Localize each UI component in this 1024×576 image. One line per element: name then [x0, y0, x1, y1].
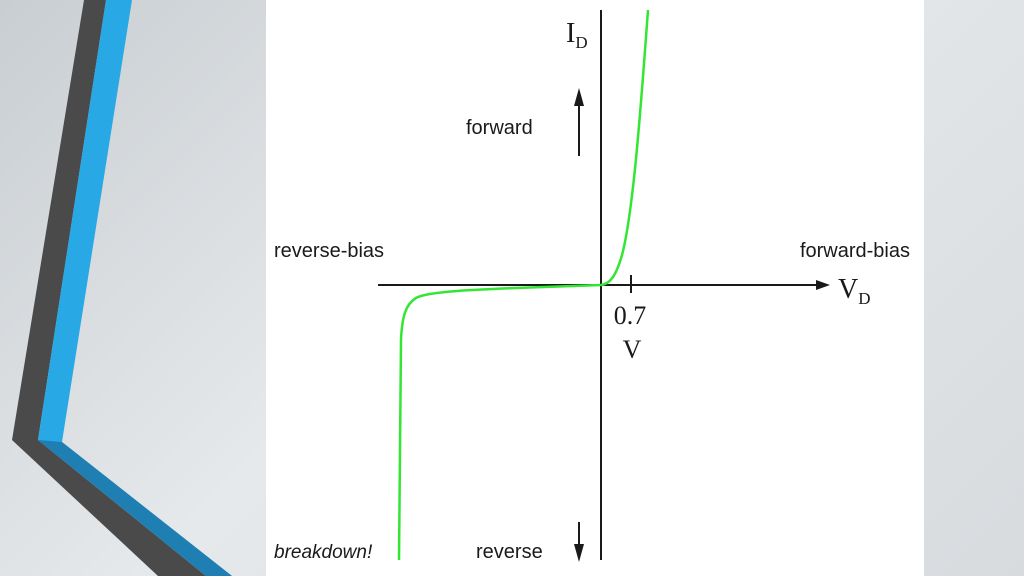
down-arrow-icon — [574, 522, 584, 562]
tick-value-label: 0.7 — [614, 301, 647, 330]
blue-stripe — [38, 0, 232, 576]
forward-bias-label: forward-bias — [800, 240, 910, 262]
reverse-bias-label: reverse-bias — [274, 240, 384, 262]
up-arrow-icon — [574, 88, 584, 156]
dark-stripe — [12, 0, 206, 576]
blue-stripe-shadow — [38, 440, 232, 576]
y-axis-label: ID — [566, 18, 588, 52]
slide-decoration — [12, 0, 232, 576]
diode-iv-diagram: ID VD 0.7 V forward reverse-bias forward… — [274, 9, 910, 563]
forward-label: forward — [466, 117, 533, 139]
x-axis-label: VD — [838, 274, 871, 308]
x-axis-arrowhead — [816, 280, 830, 290]
reverse-label: reverse — [476, 541, 543, 563]
breakdown-label: breakdown! — [274, 542, 373, 563]
figure-panel: ID VD 0.7 V forward reverse-bias forward… — [266, 0, 924, 576]
tick-unit-label: V — [623, 335, 642, 364]
iv-curve — [397, 9, 650, 561]
